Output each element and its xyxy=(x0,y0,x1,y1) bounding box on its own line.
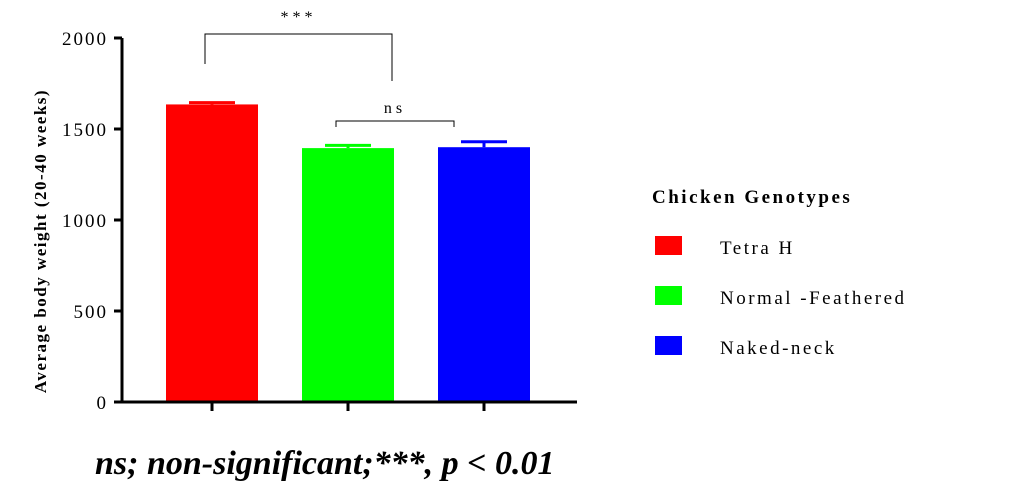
bar xyxy=(166,104,258,401)
chart-bars xyxy=(166,101,530,401)
significance-bracket xyxy=(335,120,455,127)
bar xyxy=(438,147,530,401)
y-axis-label: Average body weight (20-40 weeks) xyxy=(31,89,50,393)
legend-title: Chicken Genotypes xyxy=(652,187,852,208)
legend-swatch xyxy=(655,286,682,305)
legend-label: Naked-neck xyxy=(720,338,837,359)
footnote: ns; non-significant;***, p < 0.01 xyxy=(95,445,555,482)
legend-label: Tetra H xyxy=(720,238,795,259)
significance-bracket xyxy=(204,33,393,81)
legend-label: Normal -Feathered xyxy=(720,288,907,309)
significance-label: *** xyxy=(281,9,317,26)
y-tick-label: 0 xyxy=(97,393,109,414)
legend: Chicken Genotypes Tetra H Normal -Feather… xyxy=(652,187,907,359)
bar xyxy=(302,148,394,401)
significance-label: ns xyxy=(384,100,406,117)
chart-axes: 0 500 1000 1500 2000 xyxy=(62,29,577,414)
legend-swatch xyxy=(655,336,682,355)
y-tick-label: 1500 xyxy=(62,120,108,141)
significance-annotations: *** ns xyxy=(204,9,455,127)
y-tick-label: 1000 xyxy=(62,211,108,232)
y-tick-label: 2000 xyxy=(62,29,108,50)
y-tick-label: 500 xyxy=(74,302,109,323)
legend-swatch xyxy=(655,236,682,255)
